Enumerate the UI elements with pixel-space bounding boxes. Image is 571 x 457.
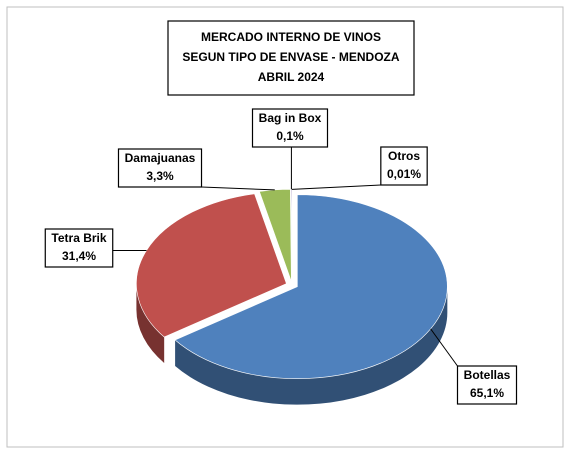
slice-side <box>136 283 165 364</box>
category-label: Bag in Box <box>259 111 322 125</box>
data-label: Damajuanas 3,3% <box>117 148 203 188</box>
leader-line <box>291 184 381 190</box>
data-label: Bag in Box 0,1% <box>251 108 329 148</box>
category-label: Damajuanas <box>125 151 196 165</box>
value-label: 65,1% <box>470 386 504 400</box>
label-box <box>117 148 203 188</box>
category-label: Tetra Brik <box>51 231 106 245</box>
chart-title: MERCADO INTERNO DE VINOS <box>201 30 381 44</box>
value-label: 31,4% <box>62 249 96 263</box>
slice <box>136 193 287 338</box>
category-label: Botellas <box>464 368 511 382</box>
label-box <box>44 228 114 268</box>
chart-title: ABRIL 2024 <box>258 70 325 84</box>
leader-line <box>201 186 275 191</box>
slice <box>174 194 448 379</box>
label-box <box>380 146 428 186</box>
label-box <box>456 365 518 405</box>
value-label: 3,3% <box>146 169 174 183</box>
data-label: Otros 0,01% <box>380 146 428 186</box>
value-label: 0,1% <box>276 129 304 143</box>
value-label: 0,01% <box>387 167 421 181</box>
data-label: Tetra Brik 31,4% <box>44 228 114 268</box>
slice <box>259 189 292 282</box>
category-label: Otros <box>388 149 420 163</box>
title-box <box>167 20 415 96</box>
slice-side <box>175 286 448 405</box>
leader-line <box>430 328 458 367</box>
label-box <box>251 108 329 148</box>
data-label: Botellas 65,1% <box>456 365 518 405</box>
chart-title: SEGUN TIPO DE ENVASE - MENDOZA <box>182 50 399 64</box>
